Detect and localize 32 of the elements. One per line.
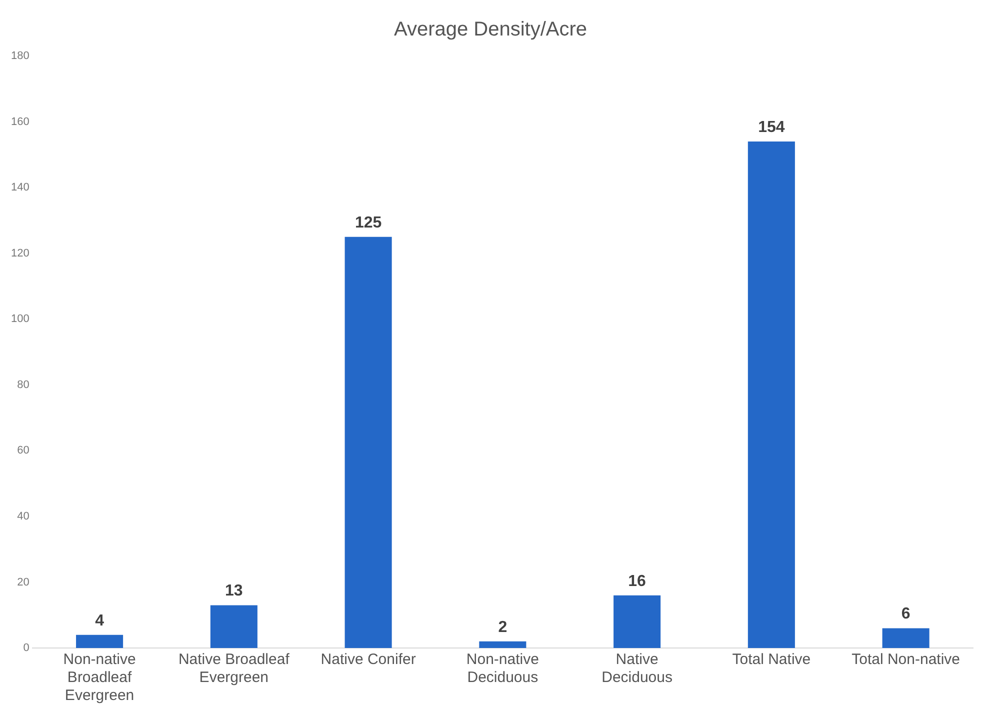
y-tick-label: 60 — [17, 444, 30, 457]
chart-title: Average Density/Acre — [394, 18, 588, 41]
data-label: 6 — [901, 606, 910, 623]
y-tick-label: 140 — [10, 182, 30, 194]
y-tick-label: 120 — [10, 247, 30, 260]
x-tick-label: Native Broadleaf Evergreen — [178, 651, 290, 686]
x-tick-label: Non-native Deciduous — [466, 651, 539, 686]
y-tick-label: 40 — [17, 510, 30, 522]
y-tick-label: 80 — [17, 378, 30, 391]
x-tick-label: Total Non-native — [852, 651, 960, 668]
x-tick-label: Native Conifer — [320, 651, 416, 668]
y-tick-label: 160 — [10, 116, 30, 128]
y-tick-label: 100 — [10, 313, 30, 326]
bar — [479, 641, 526, 648]
bar — [76, 634, 124, 648]
data-label: 13 — [225, 582, 243, 600]
x-tick-label: Native Deciduous — [602, 651, 672, 686]
bar — [344, 236, 392, 648]
y-tick-label: 0 — [23, 642, 30, 654]
x-tick-label: Total Native — [732, 651, 811, 668]
data-label: 2 — [498, 618, 508, 636]
data-label: 154 — [758, 118, 785, 136]
data-label: 16 — [628, 572, 646, 590]
bar — [210, 605, 258, 648]
bar — [614, 595, 661, 648]
data-label: 125 — [354, 214, 382, 232]
bar — [748, 142, 795, 648]
y-tick-label: 180 — [10, 50, 30, 62]
data-label: 4 — [95, 612, 104, 630]
x-tick-label: Non-native Broadleaf Evergreen — [63, 651, 136, 704]
y-tick-label: 20 — [17, 576, 30, 588]
bar — [882, 628, 930, 648]
